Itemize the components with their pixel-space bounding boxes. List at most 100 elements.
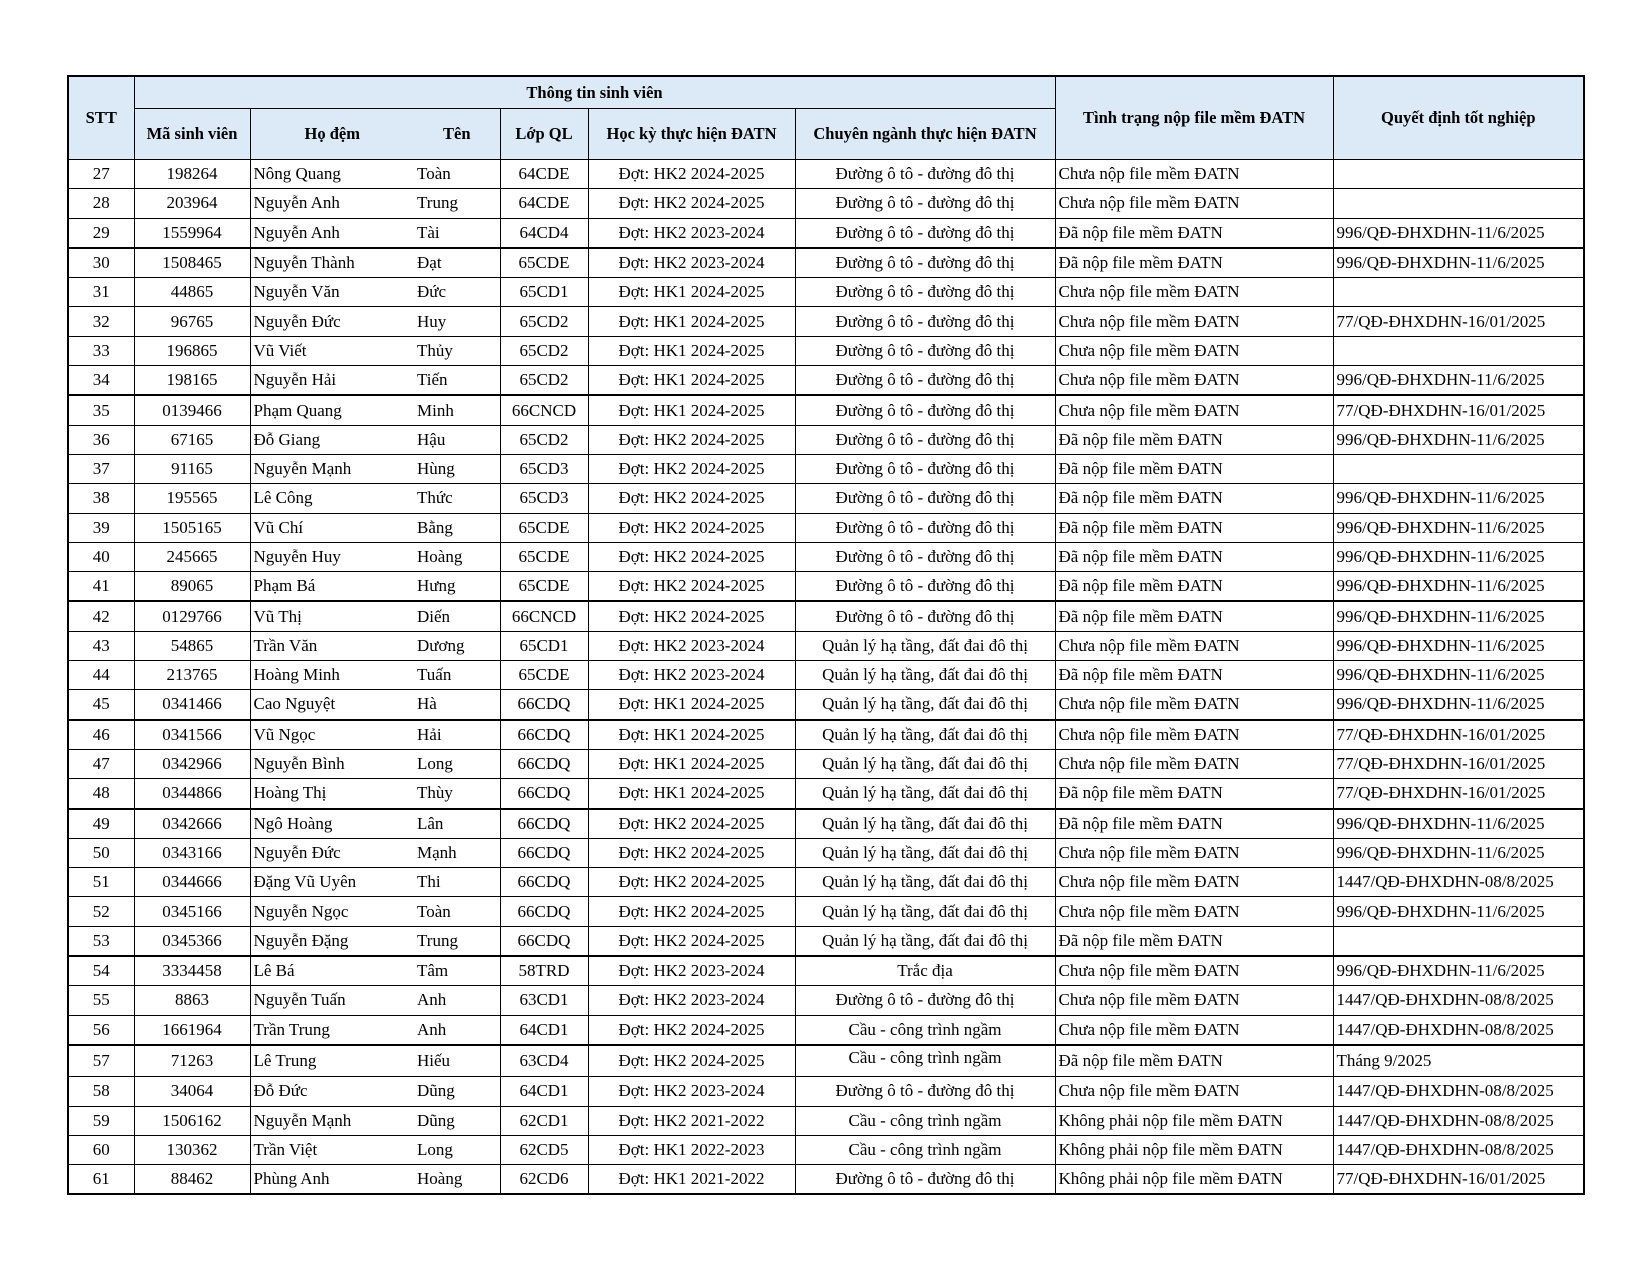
cell-semester: Đợt: HK1 2024-2025 xyxy=(587,778,796,810)
table-row: 54 3334458 Lê Bá Tâm 58TRD Đợt: HK2 2023-2024… xyxy=(67,955,1585,987)
table-row: 39 1505165 Vũ Chí Bằng 65CDE Đợt: HK2 2024-20… xyxy=(67,512,1585,543)
cell-semester: Đợt: HK1 2024-2025 xyxy=(587,719,796,750)
table-row: 40 245665 Nguyễn Huy Hoàng 65CDE Đợt: HK2 202… xyxy=(67,541,1585,573)
cell-major: Cầu - công trình ngầm xyxy=(794,1044,1056,1078)
cell-submission-status: Chưa nộp file mềm ĐATN xyxy=(1054,955,1334,987)
cell-middle-name: Nguyễn Bình xyxy=(249,748,414,780)
cell-first-name: Dương xyxy=(414,630,501,662)
cell-stt: 57 xyxy=(67,1044,135,1078)
cell-semester: Đợt: HK2 2024-2025 xyxy=(587,453,796,485)
cell-student-id: 67165 xyxy=(133,424,251,455)
header-middle-name: Họ đệm xyxy=(249,108,414,160)
cell-stt: 33 xyxy=(67,335,135,367)
cell-submission-status: Chưa nộp file mềm ĐATN xyxy=(1054,896,1334,927)
cell-student-id: 96765 xyxy=(133,306,251,337)
cell-first-name: Toàn xyxy=(414,896,501,927)
cell-graduation-decision: 1447/QĐ-ĐHXDHN-08/8/2025 xyxy=(1332,1134,1585,1166)
cell-graduation-decision: 1447/QĐ-ĐHXDHN-08/8/2025 xyxy=(1332,1014,1585,1046)
cell-graduation-decision: 996/QĐ-ĐHXDHN-11/6/2025 xyxy=(1332,630,1585,662)
cell-stt: 38 xyxy=(67,483,135,514)
cell-submission-status: Chưa nộp file mềm ĐATN xyxy=(1054,837,1334,869)
cell-middle-name: Nguyễn Hải xyxy=(249,365,414,397)
cell-first-name: Trung xyxy=(414,188,501,219)
table-row: 48 0344866 Hoàng Thị Thùy 66CDQ Đợt: HK1 2024… xyxy=(67,778,1585,810)
cell-graduation-decision: 77/QĐ-ĐHXDHN-16/01/2025 xyxy=(1332,719,1585,750)
table-row: 51 0344666 Đặng Vũ Uyên Thi 66CDQ Đợt: HK2 20… xyxy=(67,867,1585,898)
cell-class: 66CDQ xyxy=(499,748,589,780)
cell-graduation-decision: Tháng 9/2025 xyxy=(1332,1044,1585,1078)
table-row: 44 213765 Hoàng Minh Tuấn 65CDE Đợt: HK2 2023… xyxy=(67,660,1585,691)
cell-first-name: Diến xyxy=(414,600,501,632)
cell-student-id: 44865 xyxy=(133,277,251,308)
cell-major: Quản lý hạ tầng, đất đai đô thị xyxy=(794,837,1056,869)
cell-student-id: 245665 xyxy=(133,541,251,573)
cell-class: 65CDE xyxy=(499,660,589,691)
cell-graduation-decision: 996/QĐ-ĐHXDHN-11/6/2025 xyxy=(1332,365,1585,397)
cell-semester: Đợt: HK1 2024-2025 xyxy=(587,365,796,397)
cell-graduation-decision xyxy=(1332,158,1585,190)
cell-class: 64CD1 xyxy=(499,1076,589,1107)
cell-submission-status: Đã nộp file mềm ĐATN xyxy=(1054,483,1334,514)
cell-student-id: 34064 xyxy=(133,1076,251,1107)
cell-class: 66CDQ xyxy=(499,808,589,839)
cell-middle-name: Lê Bá xyxy=(249,955,414,987)
cell-student-id: 130362 xyxy=(133,1134,251,1166)
cell-major: Quản lý hạ tầng, đất đai đô thị xyxy=(794,630,1056,662)
cell-graduation-decision: 996/QĐ-ĐHXDHN-11/6/2025 xyxy=(1332,424,1585,455)
cell-major: Trắc địa xyxy=(794,955,1056,987)
cell-class: 65CDE xyxy=(499,247,589,279)
cell-first-name: Hùng xyxy=(414,453,501,485)
cell-graduation-decision: 1447/QĐ-ĐHXDHN-08/8/2025 xyxy=(1332,1076,1585,1107)
cell-stt: 53 xyxy=(67,925,135,958)
cell-major: Đường ô tô - đường đô thị xyxy=(794,600,1056,632)
cell-first-name: Tài xyxy=(414,217,501,249)
cell-first-name: Trung xyxy=(414,925,501,958)
cell-middle-name: Đỗ Đức xyxy=(249,1076,414,1107)
cell-submission-status: Chưa nộp file mềm ĐATN xyxy=(1054,365,1334,397)
cell-student-id: 203964 xyxy=(133,188,251,219)
cell-major: Cầu - công trình ngầm xyxy=(794,1105,1056,1136)
cell-major: Quản lý hạ tầng, đất đai đô thị xyxy=(794,660,1056,691)
cell-student-id: 0345366 xyxy=(133,925,251,958)
cell-graduation-decision xyxy=(1332,277,1585,308)
cell-semester: Đợt: HK1 2024-2025 xyxy=(587,394,796,426)
table-row: 43 54865 Trần Văn Dương 65CD1 Đợt: HK2 2023-2… xyxy=(67,630,1585,662)
cell-submission-status: Đã nộp file mềm ĐATN xyxy=(1054,541,1334,573)
cell-first-name: Đạt xyxy=(414,247,501,279)
table-row: 31 44865 Nguyễn Văn Đức 65CD1 Đợt: HK1 2024-2… xyxy=(67,277,1585,308)
cell-stt: 50 xyxy=(67,837,135,869)
cell-middle-name: Lê Trung xyxy=(249,1044,414,1078)
cell-class: 63CD4 xyxy=(499,1044,589,1078)
header-student-id: Mã sinh viên xyxy=(133,108,251,160)
cell-first-name: Tâm xyxy=(414,955,501,987)
cell-semester: Đợt: HK2 2024-2025 xyxy=(587,541,796,573)
table-row: 50 0343166 Nguyễn Đức Mạnh 66CDQ Đợt: HK2 202… xyxy=(67,837,1585,869)
cell-class: 65CDE xyxy=(499,571,589,603)
cell-stt: 39 xyxy=(67,512,135,543)
cell-submission-status: Đã nộp file mềm ĐATN xyxy=(1054,424,1334,455)
cell-stt: 35 xyxy=(67,394,135,426)
cell-first-name: Thủy xyxy=(414,335,501,367)
cell-submission-status: Chưa nộp file mềm ĐATN xyxy=(1054,689,1334,721)
header-semester: Học kỳ thực hiện ĐATN xyxy=(587,108,796,160)
cell-graduation-decision: 996/QĐ-ĐHXDHN-11/6/2025 xyxy=(1332,896,1585,927)
cell-class: 66CDQ xyxy=(499,689,589,721)
cell-semester: Đợt: HK2 2024-2025 xyxy=(587,188,796,219)
cell-middle-name: Nguyễn Văn xyxy=(249,277,414,308)
cell-stt: 29 xyxy=(67,217,135,249)
cell-class: 66CDQ xyxy=(499,896,589,927)
cell-submission-status: Chưa nộp file mềm ĐATN xyxy=(1054,277,1334,308)
cell-graduation-decision: 1447/QĐ-ĐHXDHN-08/8/2025 xyxy=(1332,867,1585,898)
cell-stt: 27 xyxy=(67,158,135,190)
cell-major: Quản lý hạ tầng, đất đai đô thị xyxy=(794,808,1056,839)
cell-submission-status: Chưa nộp file mềm ĐATN xyxy=(1054,158,1334,190)
cell-middle-name: Trần Trung xyxy=(249,1014,414,1046)
cell-class: 65CD2 xyxy=(499,365,589,397)
table-row: 46 0341566 Vũ Ngọc Hải 66CDQ Đợt: HK1 2024-20… xyxy=(67,719,1585,750)
table-row: 57 71263 Lê Trung Hiếu 63CD4 Đợt: HK2 2024-20… xyxy=(67,1044,1585,1078)
cell-submission-status: Không phải nộp file mềm ĐATN xyxy=(1054,1164,1334,1195)
cell-stt: 40 xyxy=(67,541,135,573)
cell-semester: Đợt: HK1 2024-2025 xyxy=(587,277,796,308)
table-row: 52 0345166 Nguyễn Ngọc Toàn 66CDQ Đợt: HK2 20… xyxy=(67,896,1585,927)
cell-major: Đường ô tô - đường đô thị xyxy=(794,453,1056,485)
